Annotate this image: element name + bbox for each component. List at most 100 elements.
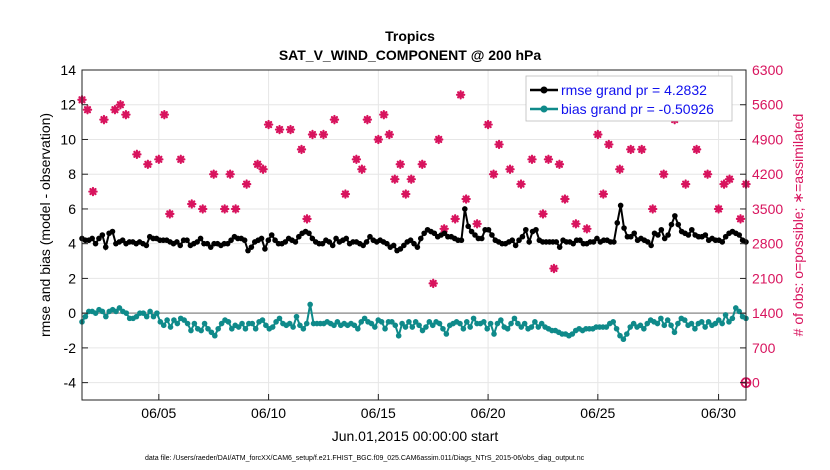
bias-point (406, 319, 412, 325)
nobs-point (543, 154, 554, 165)
bias-point (212, 332, 218, 339)
nobs-point (379, 109, 389, 120)
nobs-point (176, 154, 186, 165)
bias-point (334, 319, 341, 325)
bias-point (722, 312, 729, 318)
data-file-footnote: data file: /Users/raeder/DAI/ATM_forcXX/… (145, 455, 585, 462)
nobs-point (713, 204, 724, 214)
nobs-point (593, 129, 603, 140)
x-tick-label: 06/20 (471, 405, 506, 421)
nobs-point (516, 179, 526, 189)
bias-point (508, 320, 514, 327)
nobs-point (527, 154, 537, 165)
obs-count-layer (77, 90, 752, 389)
y-tick-label: 12 (60, 97, 76, 113)
nobs-point (285, 124, 296, 135)
bias-point (225, 319, 232, 325)
nobs-point (395, 159, 405, 169)
nobs-point (582, 224, 592, 234)
bias-point (235, 324, 242, 330)
rmse-point (207, 244, 214, 250)
rmse-point (363, 239, 370, 245)
rmse-point (668, 221, 675, 228)
nobs-point (159, 109, 170, 120)
y-tick-label: 0 (68, 305, 76, 321)
rmse-point (397, 246, 404, 252)
nobs-point (187, 199, 197, 209)
nobs-point (417, 159, 427, 169)
nobs-point (99, 114, 109, 125)
rmse-point (360, 242, 366, 249)
bias-point (269, 324, 276, 330)
nobs-point (554, 159, 565, 169)
y2-tick-label: 5600 (752, 97, 783, 113)
y-tick-label: 14 (60, 62, 76, 78)
rmse-point (628, 233, 634, 240)
nobs-point (735, 214, 746, 224)
nobs-point (724, 174, 735, 184)
bias-point (661, 322, 668, 329)
nobs-point (691, 144, 702, 155)
rmse-point (719, 239, 726, 245)
rmse-point (644, 239, 651, 245)
x-tick-label: 06/30 (701, 405, 736, 421)
bias-point (463, 319, 470, 325)
bias-point (698, 319, 705, 325)
nobs-point (121, 109, 131, 120)
rmse-point (621, 225, 627, 231)
rmse-point (96, 235, 102, 242)
bias-point (712, 320, 719, 327)
rmse-point (407, 237, 414, 244)
y2-tick-label: 1400 (752, 305, 783, 321)
bias-point (358, 319, 365, 325)
y-tick-label: -4 (64, 375, 77, 391)
bias-point (532, 319, 538, 325)
nobs-point (390, 174, 400, 184)
nobs-point (219, 204, 230, 214)
y-tick-label: -2 (64, 340, 77, 356)
bias-point (293, 313, 300, 320)
legend-rmse-label: rmse grand pr = 4.2832 (561, 82, 707, 98)
bias-point (702, 324, 708, 330)
rmse-point (685, 232, 692, 238)
x-tick-label: 06/05 (141, 405, 176, 421)
bias-point (467, 324, 473, 330)
bias-point (412, 319, 419, 325)
rmse-point (109, 228, 116, 235)
rmse-point (465, 223, 472, 230)
rmse-point (472, 232, 478, 238)
axis-ticks: -4 -2 0 2 4 6 8 10 12 14 0 700 1400 2100 2800 3500 4200 4… (60, 62, 783, 421)
bias-point (331, 322, 337, 329)
rmse-point (516, 237, 522, 244)
rmse-point (333, 235, 339, 242)
rmse-point (468, 228, 475, 235)
bias-point (705, 319, 712, 325)
bias-point (218, 320, 225, 327)
rmse-point (262, 246, 268, 252)
nobs-point (340, 189, 351, 199)
nobs-point (401, 189, 411, 199)
y2-tick-label: 2100 (752, 270, 783, 286)
rmse-point (143, 242, 150, 249)
bias-point (535, 324, 542, 330)
rmse-point (675, 221, 682, 228)
rmse-point (177, 242, 184, 249)
bias-point (484, 325, 491, 332)
bias-point (521, 320, 528, 327)
bias-point (290, 324, 296, 330)
bias-point (392, 322, 399, 329)
bias-point (361, 315, 368, 322)
rmse-point (197, 235, 204, 242)
bias-point (82, 313, 89, 320)
nobs-point (302, 214, 312, 224)
rmse-point (485, 226, 492, 233)
rmse-point (722, 233, 729, 240)
bias-point (188, 327, 194, 334)
rmse-point (533, 226, 539, 233)
rmse-point (526, 239, 532, 245)
rmse-point (431, 230, 438, 237)
rmse-point (204, 240, 211, 247)
rmse-point (343, 235, 350, 242)
nobs-point (450, 214, 460, 224)
rmse-point (401, 242, 407, 249)
